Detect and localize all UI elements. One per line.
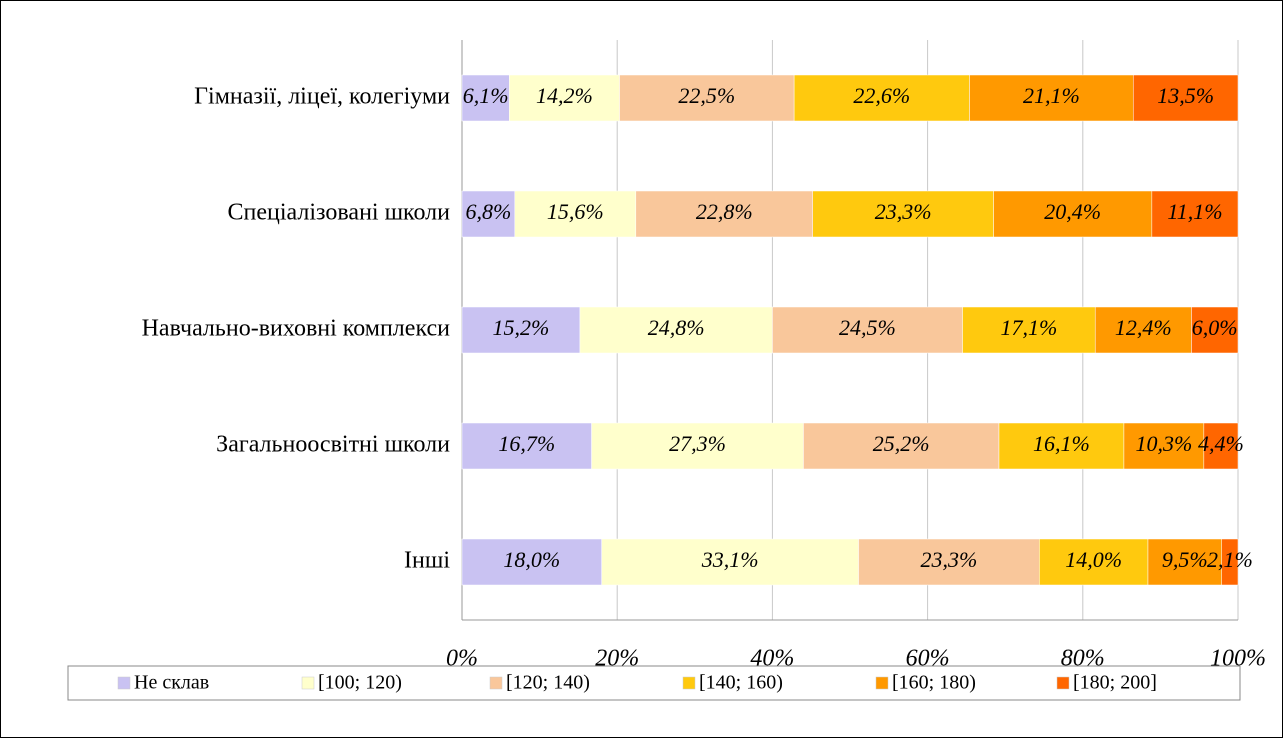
- value-label: 16,1%: [1033, 431, 1090, 456]
- legend-swatch: [1056, 676, 1070, 690]
- value-label: 6,0%: [1192, 315, 1238, 340]
- value-label: 23,3%: [875, 199, 932, 224]
- bar-segment: [579, 306, 773, 354]
- value-label: 27,3%: [669, 431, 726, 456]
- x-tick-label: 0%: [446, 646, 478, 672]
- value-label: 13,5%: [1157, 83, 1214, 108]
- legend-swatch: [117, 676, 131, 690]
- bar-segment: [969, 74, 1134, 122]
- y-tick-label: Інші: [404, 548, 450, 574]
- value-label: 16,7%: [498, 431, 555, 456]
- legend-label: [100; 120): [318, 672, 402, 694]
- x-tick-label: 40%: [750, 646, 794, 672]
- bar-segment: [1094, 306, 1192, 354]
- bar-segment: [461, 74, 510, 122]
- value-label: 14,2%: [536, 83, 593, 108]
- value-label: 2,1%: [1207, 547, 1253, 572]
- value-label: 33,1%: [701, 547, 759, 572]
- bar-segment: [1132, 74, 1239, 122]
- bar-segment: [1123, 422, 1205, 470]
- value-label: 22,5%: [678, 83, 735, 108]
- value-label: 15,2%: [493, 315, 550, 340]
- bar-segment: [591, 422, 804, 470]
- value-label: 14,0%: [1065, 547, 1122, 572]
- bar-segment: [793, 74, 970, 122]
- bar-segment: [1151, 190, 1239, 238]
- value-label: 20,4%: [1044, 199, 1101, 224]
- bar-segment: [1191, 306, 1239, 354]
- value-label: 24,8%: [648, 315, 705, 340]
- value-label: 10,3%: [1135, 431, 1192, 456]
- value-label: 22,8%: [696, 199, 753, 224]
- value-label: 23,3%: [921, 547, 978, 572]
- bar-segment: [635, 190, 814, 238]
- bar-segment: [461, 306, 581, 354]
- value-label: 6,1%: [463, 83, 509, 108]
- value-label: 22,6%: [853, 83, 910, 108]
- bar-segment: [998, 422, 1125, 470]
- bar-segment: [1147, 538, 1222, 586]
- bar-segment: [601, 538, 859, 586]
- x-tick-label: 20%: [595, 646, 639, 672]
- y-tick-label: Гімназії, ліцеї, колегіуми: [194, 84, 450, 110]
- value-label: 9,5%: [1162, 547, 1208, 572]
- bar-segment: [812, 190, 994, 238]
- legend-label: [180; 200]: [1073, 672, 1157, 694]
- value-label: 18,0%: [503, 547, 560, 572]
- legend-swatch: [682, 676, 696, 690]
- legend-swatch: [875, 676, 889, 690]
- value-label: 17,1%: [1000, 315, 1057, 340]
- legend-label: [140; 160): [699, 672, 783, 694]
- bar-segment: [803, 422, 1000, 470]
- value-label: 25,2%: [873, 431, 930, 456]
- legend-label: [160; 180): [892, 672, 976, 694]
- value-label: 6,8%: [465, 199, 511, 224]
- legend-box: [67, 665, 1241, 701]
- bar-segment: [461, 422, 592, 470]
- bar-segment: [858, 538, 1040, 586]
- bar-segment: [962, 306, 1096, 354]
- legend-swatch: [301, 676, 315, 690]
- x-tick-label: 60%: [906, 646, 950, 672]
- value-label: 12,4%: [1115, 315, 1172, 340]
- bar-segment: [461, 538, 602, 586]
- value-label: 4,4%: [1198, 431, 1244, 456]
- x-tick-label: 100%: [1210, 646, 1266, 672]
- bar-segment: [1203, 422, 1239, 470]
- legend-label: [120; 140): [506, 672, 590, 694]
- bar-segment: [993, 190, 1153, 238]
- value-label: 15,6%: [547, 199, 604, 224]
- bar-segment: [461, 190, 516, 238]
- value-label: 21,1%: [1023, 83, 1080, 108]
- bar-segment: [1221, 538, 1239, 586]
- bar-segment: [772, 306, 963, 354]
- y-tick-label: Навчально-виховні комплекси: [142, 316, 451, 342]
- bar-segment: [1039, 538, 1149, 586]
- value-label: 24,5%: [839, 315, 896, 340]
- value-label: 11,1%: [1167, 199, 1222, 224]
- x-tick-label: 80%: [1061, 646, 1105, 672]
- legend-label: Не склав: [134, 672, 209, 694]
- y-tick-label: Спеціалізовані школи: [228, 200, 451, 226]
- y-tick-label: Загальноосвітні школи: [216, 432, 450, 458]
- legend-swatch: [489, 676, 503, 690]
